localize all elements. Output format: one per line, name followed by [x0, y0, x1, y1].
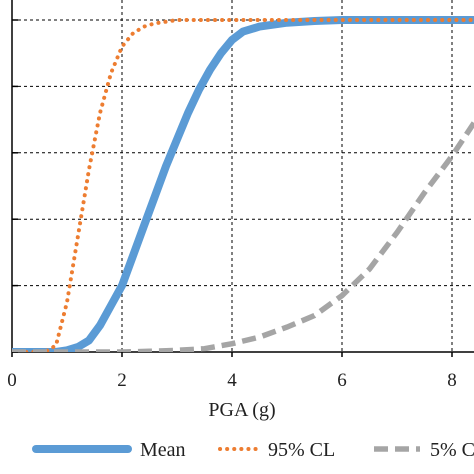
- axes: [11, 0, 474, 357]
- x-axis-label: PGA (g): [208, 399, 275, 421]
- grid-lines: [12, 0, 474, 352]
- series-line-2: [12, 121, 474, 352]
- x-tick-label: 6: [337, 370, 347, 391]
- x-tick-label: 2: [117, 370, 127, 391]
- x-tick-labels: 0 2 4 6 8: [7, 370, 457, 391]
- series-line-1: [12, 18, 474, 352]
- legend-label-1: 95% CL: [268, 439, 335, 461]
- series-line-0: [12, 16, 474, 352]
- x-tick-label: 8: [447, 370, 457, 391]
- legend-label-0: Mean: [140, 439, 186, 461]
- legend-label-2: 5% CL: [430, 439, 474, 461]
- x-tick-label: 0: [7, 370, 17, 391]
- x-tick-label: 4: [227, 370, 237, 391]
- legend: Mean 95% CL 5% CL: [32, 439, 474, 461]
- series-group: [12, 16, 474, 352]
